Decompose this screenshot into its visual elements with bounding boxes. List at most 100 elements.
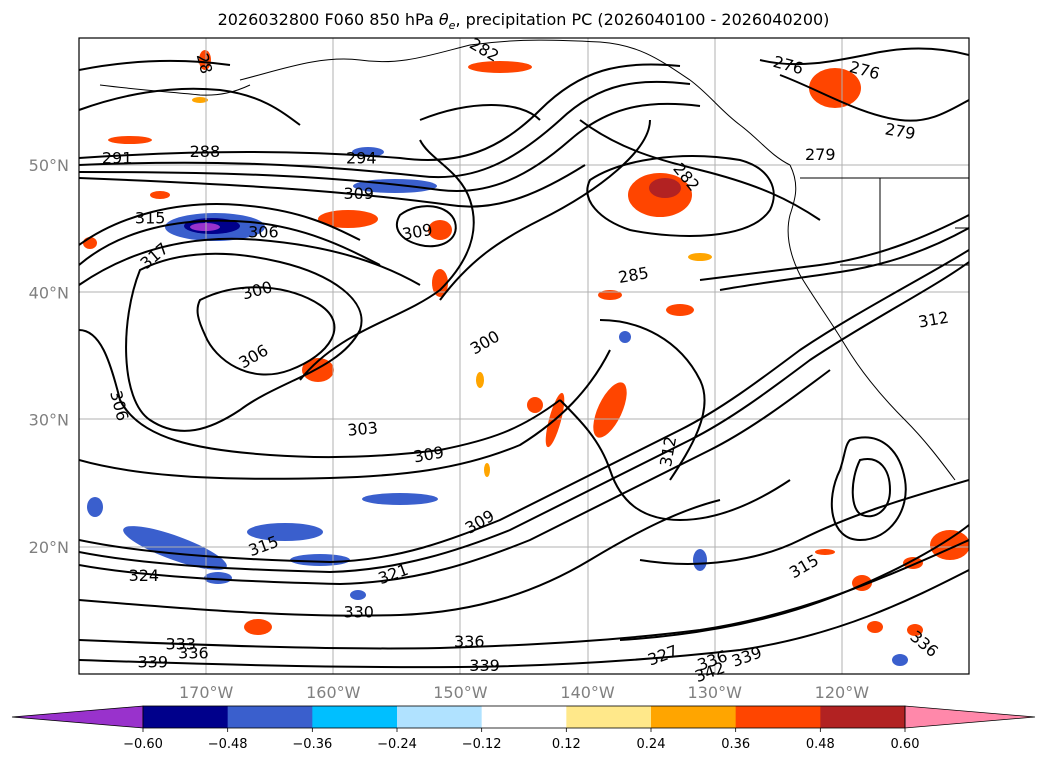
precip-patch — [693, 549, 707, 571]
contour-line — [79, 219, 381, 266]
colorbar-tick-label: 0.60 — [891, 737, 920, 752]
precip-patch — [190, 223, 220, 231]
colorbar-tick-label: 0.36 — [721, 737, 750, 752]
precip-patch — [892, 654, 908, 666]
colorbar-tick-label: 0.24 — [637, 737, 666, 752]
contour-line — [125, 252, 363, 432]
colorbar-under-arrow — [11, 705, 144, 729]
colorbar: −0.60 −0.48 −0.36 −0.24 −0.12 0.12 0.24 0.36 0.4… — [11, 705, 1036, 752]
lon-tick-label: 160°W — [306, 683, 361, 702]
precip-patch — [290, 554, 350, 566]
colorbar-tick-label: −0.60 — [123, 737, 163, 752]
coast-alaska — [239, 39, 791, 166]
colorbar-tick-label: −0.48 — [208, 737, 248, 752]
colorbar-bin — [566, 706, 652, 728]
precip-patch — [83, 237, 97, 249]
lat-tick-label: 40°N — [29, 283, 69, 302]
lon-tick-label: 120°W — [815, 683, 870, 702]
precip-patch — [815, 549, 835, 555]
contour-line — [79, 569, 969, 669]
contour-label: 303 — [347, 418, 379, 440]
precip-patch — [907, 624, 923, 636]
contour-line — [759, 47, 969, 66]
lat-tick-label: 30°N — [29, 411, 69, 430]
lat-tick-label: 50°N — [29, 156, 69, 175]
colorbar-bin — [820, 706, 906, 728]
coast-aleutians — [99, 84, 251, 96]
precip-patch — [87, 497, 103, 517]
contour-label: 333 — [165, 634, 196, 653]
contour-line — [586, 155, 775, 237]
contour-line — [79, 329, 561, 459]
precip-patch — [362, 493, 438, 505]
precip-patch — [468, 61, 532, 73]
colorbar-bin — [312, 706, 398, 728]
colorbar-frame — [142, 705, 906, 729]
lon-tick-label: 150°W — [433, 683, 488, 702]
theta-symbol: θ — [438, 10, 449, 29]
precip-patch — [619, 331, 631, 343]
contour-label: 336 — [178, 643, 209, 662]
contour-line — [79, 349, 611, 480]
map-title: 2026032800 F060 850 hPa θe, precipitatio… — [0, 10, 1047, 32]
contour-line — [599, 319, 706, 481]
coast-westcoast — [787, 164, 956, 481]
precip-patch — [199, 50, 211, 70]
lon-tick-label: 140°W — [560, 683, 615, 702]
graticule — [79, 38, 969, 674]
precip-patch — [192, 97, 208, 103]
colorbar-bin — [143, 706, 229, 728]
contour-line — [395, 205, 457, 248]
contour-label: 336 — [454, 632, 485, 651]
contour-label: 324 — [129, 566, 160, 585]
colorbar-tick-label: 0.12 — [552, 737, 581, 752]
precip-patch — [593, 382, 627, 438]
contour-line — [619, 524, 969, 641]
theta-e-contours — [79, 47, 969, 669]
contour-label: 339 — [137, 652, 168, 671]
contour-label: 288 — [190, 142, 221, 161]
contour-line — [79, 63, 681, 161]
contour-line — [299, 139, 475, 381]
lon-tick-label: 130°W — [688, 683, 743, 702]
precip-patch — [666, 304, 694, 316]
colorbar-tick-label: −0.12 — [462, 737, 502, 752]
contour-line — [779, 74, 969, 122]
contour-line — [851, 458, 892, 518]
contour-label: 309 — [343, 184, 374, 203]
lat-tick-label: 20°N — [29, 538, 69, 557]
precip-patch — [688, 253, 712, 261]
contour-line — [79, 80, 691, 179]
contour-line — [79, 203, 361, 246]
precip-patch — [432, 269, 448, 297]
precip-patch — [247, 523, 323, 541]
contour-line — [79, 102, 701, 192]
precip-patch — [150, 191, 170, 199]
precip-patch — [428, 220, 452, 240]
contour-label: 315 — [135, 208, 166, 227]
contour-line — [79, 249, 969, 564]
lon-tick-label: 170°W — [179, 683, 234, 702]
contour-line — [79, 237, 421, 286]
colorbar-bin — [481, 706, 567, 728]
precip-patch — [649, 178, 681, 198]
latitude-labels: 50°N 40°N 30°N 20°N — [29, 156, 69, 557]
state-border — [800, 177, 969, 266]
title-prefix: 2026032800 F060 850 hPa — [217, 10, 439, 29]
colorbar-tick-label: 0.48 — [806, 737, 835, 752]
precip-patch — [527, 397, 543, 413]
contour-line — [830, 436, 907, 542]
precip-patch — [123, 526, 227, 570]
contour-label: 339 — [469, 656, 500, 675]
contour-label: 306 — [248, 222, 279, 241]
precip-patch — [867, 621, 883, 633]
contour-line — [196, 286, 336, 376]
contour-line — [719, 227, 969, 291]
contour-line — [419, 104, 541, 121]
precip-patch — [484, 463, 490, 477]
coastline — [99, 39, 969, 481]
longitude-labels: 170°W 160°W 150°W 140°W 130°W 120°W — [179, 683, 869, 702]
contour-line — [79, 87, 301, 126]
contour-line — [639, 479, 969, 565]
